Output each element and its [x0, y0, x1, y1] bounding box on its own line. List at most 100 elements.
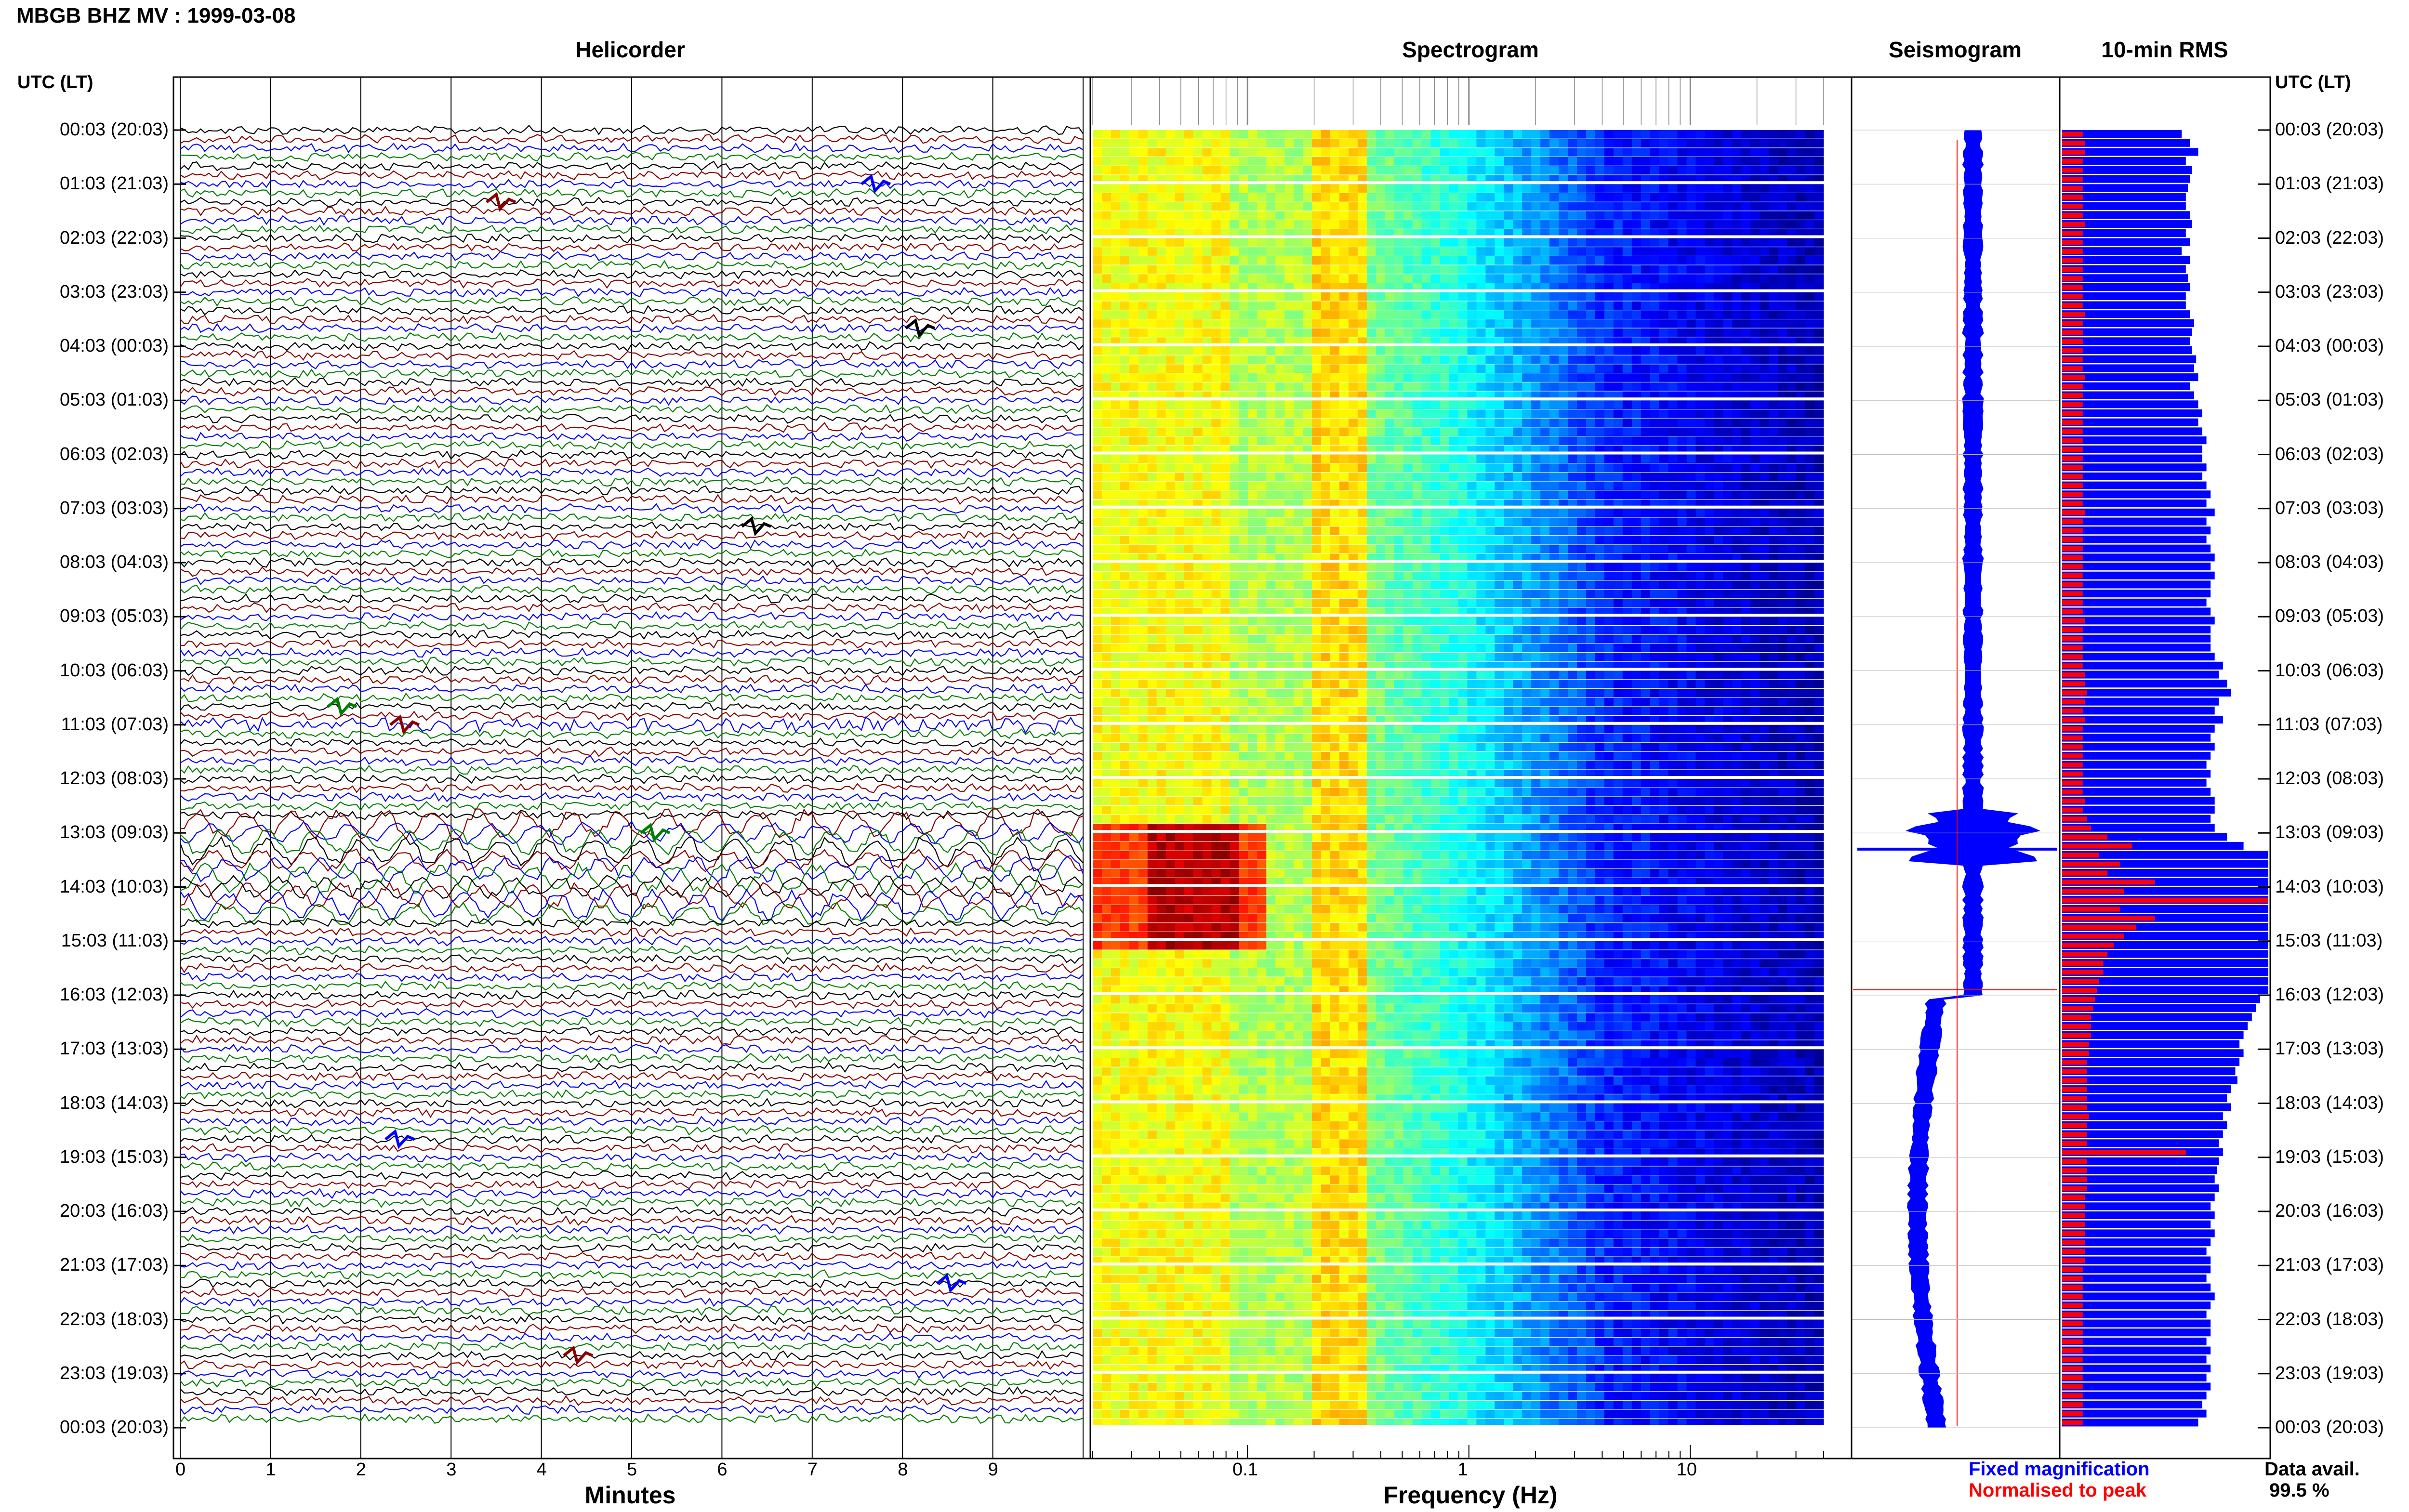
spectrogram-cell: [1476, 157, 1486, 166]
spectrogram-cell: [1403, 490, 1413, 499]
spectrogram-cell: [1376, 653, 1386, 661]
spectrogram-cell: [1312, 220, 1322, 229]
spectrogram-cell: [1659, 544, 1669, 553]
spectrogram-cell: [1513, 508, 1522, 517]
spectrogram-cell: [1622, 463, 1632, 472]
spectrogram-cell: [1248, 500, 1257, 506]
spectrogram-cell: [1348, 580, 1358, 590]
spectrogram-cell: [1522, 139, 1532, 148]
spectrogram-cell: [1513, 653, 1522, 661]
spectrogram-cell: [1695, 310, 1705, 319]
spectrogram-cell: [1659, 364, 1669, 373]
spectrogram-cell: [1366, 337, 1377, 343]
spectrogram-cell: [1504, 590, 1513, 598]
spectrogram-cell: [1695, 193, 1705, 202]
spectrogram-cell: [1165, 400, 1176, 409]
spectrogram-cell: [1750, 653, 1760, 661]
spectrogram-cell: [1577, 607, 1587, 614]
spectrogram-cell: [1750, 526, 1760, 535]
spectrogram-cell: [1312, 382, 1322, 391]
spectrogram-cell: [1211, 130, 1221, 139]
spectrogram-cell: [1175, 661, 1185, 668]
spectrogram-cell: [1805, 626, 1815, 634]
spectrogram-cell: [1165, 535, 1176, 544]
spectrogram-cell: [1476, 337, 1486, 343]
helicorder-trace: [180, 134, 1084, 145]
spectrogram-cell: [1750, 166, 1760, 175]
spectrogram-cell: [1504, 553, 1513, 560]
spectrogram-cell: [1467, 346, 1477, 355]
spectrogram-cell: [1184, 292, 1194, 301]
spectrogram-cell: [1449, 590, 1458, 598]
spectrogram-cell: [1787, 481, 1797, 490]
spectrogram-cell: [1787, 490, 1797, 499]
spectrogram-cell: [1138, 580, 1148, 590]
spectrogram-cell: [1147, 337, 1157, 343]
spectrogram-cell: [1412, 653, 1422, 661]
spectrogram-cell: [1211, 517, 1221, 526]
spectrogram-cell: [1467, 193, 1477, 202]
spectrogram-cell: [1156, 364, 1166, 373]
spectrogram-cell: [1303, 274, 1312, 283]
helicorder-event: [905, 318, 936, 338]
spectrogram-cell: [1531, 544, 1541, 553]
spectrogram-cell: [1723, 319, 1733, 328]
spectrogram-cell: [1613, 563, 1623, 571]
spectrogram-cell: [1741, 184, 1751, 193]
spectrogram-cell: [1504, 436, 1513, 445]
spectrogram-cell: [1549, 517, 1559, 526]
spectrogram-cell: [1421, 175, 1431, 182]
spectrogram-cell: [1641, 571, 1651, 580]
station-title: MBGB BHZ MV : 1999-03-08: [16, 4, 296, 27]
spectrogram-cell: [1138, 373, 1148, 382]
spectrogram-cell: [1312, 418, 1322, 427]
spectrogram-cell: [1248, 626, 1257, 634]
spectrogram-cell: [1376, 590, 1386, 598]
spectrogram-cell: [1714, 139, 1723, 148]
spectrogram-cell: [1504, 364, 1513, 373]
helicorder-trace: [180, 242, 1084, 253]
spectrogram-cell: [1348, 409, 1358, 418]
spectrogram-cell: [1723, 571, 1733, 580]
spectrogram-cell: [1403, 319, 1413, 328]
spectrogram-cell: [1613, 256, 1623, 265]
spectrogram-cell: [1193, 220, 1203, 229]
spectrogram-cell: [1430, 490, 1441, 499]
spectrogram-cell: [1686, 590, 1696, 598]
spectrogram-cell: [1193, 166, 1203, 175]
spectrogram-cell: [1111, 301, 1121, 310]
spectrogram-cell: [1577, 310, 1587, 319]
spectrogram-cell: [1230, 418, 1239, 427]
spectrogram-cell: [1714, 427, 1723, 436]
helicorder-trace: [180, 980, 1084, 992]
spectrogram-cell: [1385, 617, 1395, 625]
spectrogram-cell: [1504, 427, 1513, 436]
spectrogram-cell: [1129, 580, 1139, 590]
spectrogram-cell: [1412, 382, 1422, 391]
spectrogram-cell: [1138, 292, 1148, 301]
spectrogram-cell: [1540, 130, 1550, 139]
spectrogram-cell: [1202, 202, 1212, 211]
spectrogram-cell: [1695, 526, 1705, 535]
spectrogram-cell: [1559, 445, 1568, 452]
spectrogram-cell: [1211, 229, 1221, 236]
spectrogram-cell: [1440, 193, 1450, 202]
spectrogram-cell: [1312, 436, 1322, 445]
spectrogram-cell: [1631, 544, 1641, 553]
spectrogram-cell: [1294, 598, 1303, 607]
spectrogram-cell: [1111, 193, 1121, 202]
spectrogram-cell: [1787, 337, 1797, 343]
spectrogram-cell: [1403, 283, 1413, 289]
spectrogram-cell: [1138, 166, 1148, 175]
spectrogram-cell: [1239, 301, 1248, 310]
spectrogram-cell: [1284, 418, 1294, 427]
spectrogram-cell: [1248, 256, 1257, 265]
spectrogram-cell: [1641, 500, 1651, 506]
spectrogram-cell: [1723, 265, 1733, 274]
spectrogram-cell: [1111, 508, 1121, 517]
spectrogram-cell: [1412, 337, 1422, 343]
spectrogram-cell: [1778, 328, 1787, 337]
spectrogram-cell: [1449, 598, 1458, 607]
spectrogram-cell: [1677, 175, 1687, 182]
spectrogram-cell: [1495, 202, 1504, 211]
